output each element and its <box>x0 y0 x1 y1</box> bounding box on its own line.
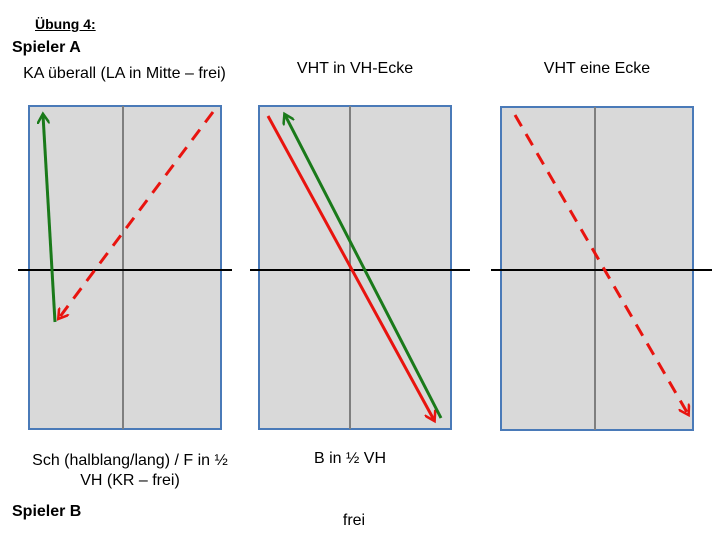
court-2 <box>250 105 470 430</box>
court-1-green-shot <box>43 115 57 323</box>
court-3 <box>491 106 712 431</box>
court-2-red-shot <box>266 115 434 420</box>
court-1 <box>18 105 232 430</box>
court-1-bottom-label: Sch (halblang/lang) / F in ½ VH (KR – fr… <box>32 452 228 489</box>
court-3-surface <box>500 106 694 431</box>
court-2-bottom-label: B in ½ VH <box>313 450 387 467</box>
exercise-title: Übung 4: <box>35 16 96 32</box>
court-2-green-shot <box>285 115 443 419</box>
player-b-label: Spieler B <box>12 503 82 520</box>
court-3-red-dashed-shot <box>513 114 688 414</box>
court-3-top-label: VHT eine Ecke <box>543 60 651 77</box>
court-3-bottom-label: frei <box>342 512 366 529</box>
player-a-label: Spieler A <box>12 39 81 56</box>
court-1-top-label: KA überall (LA in Mitte – frei) <box>23 65 226 82</box>
court-2-top-label: VHT in VH-Ecke <box>296 60 414 77</box>
court-1-surface <box>28 105 222 430</box>
